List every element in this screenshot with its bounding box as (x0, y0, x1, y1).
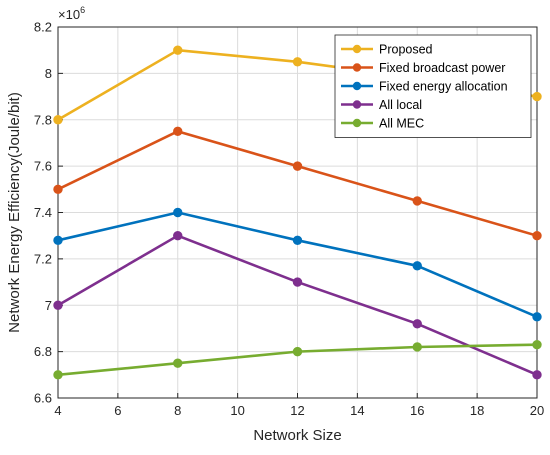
x-tick-label: 14 (350, 403, 364, 418)
axis-ticks: 4 6 8 10 12 14 16 18 20 6.6 6.8 7 7.2 7.4 7.6 7.8 8 8.2 (34, 20, 544, 419)
data-point (173, 358, 183, 368)
data-point (532, 339, 542, 350)
data-point (292, 161, 303, 171)
legend-item: All local (341, 98, 422, 112)
x-tick-label: 20 (530, 403, 544, 418)
y-tick-label: 6.8 (34, 344, 52, 359)
data-point (53, 300, 63, 310)
series-fixed-broadcast-power (53, 126, 542, 241)
y-tick-label: 7.8 (34, 112, 52, 127)
series-fixed-energy-allocation (53, 207, 542, 322)
legend-marker (352, 44, 362, 54)
legend-item: Proposed (341, 43, 433, 57)
data-point (412, 196, 422, 206)
legend-label: All local (379, 98, 422, 112)
data-point (53, 235, 63, 246)
y-tick-label: 8 (45, 66, 52, 81)
x-tick-label: 10 (230, 403, 244, 418)
legend-label: Fixed energy allocation (379, 80, 508, 94)
y-tick-label: 8.2 (34, 20, 52, 35)
series-group (53, 45, 542, 380)
x-tick-label: 16 (410, 403, 424, 418)
data-point (532, 312, 542, 322)
data-point (292, 277, 303, 287)
data-point (173, 230, 183, 241)
legend-label: Proposed (379, 43, 433, 57)
data-point (412, 342, 422, 352)
y-tick-label: 7.2 (34, 251, 52, 266)
legend: Proposed Fixed broadcast power Fixed energ… (334, 34, 532, 138)
y-tick-label: 7.4 (34, 205, 52, 220)
series-all-mec (53, 339, 542, 380)
y-tick-label: 6.6 (34, 391, 52, 406)
y-axis-exponent-label: ×106 (58, 5, 85, 22)
data-point (532, 230, 542, 241)
x-tick-label: 6 (114, 403, 121, 418)
data-point (292, 346, 303, 357)
legend-marker (352, 81, 362, 91)
legend-label: Fixed broadcast power (379, 61, 505, 75)
legend-item: Fixed broadcast power (341, 61, 505, 75)
data-point (412, 319, 422, 329)
data-point (532, 91, 542, 102)
data-point (292, 57, 303, 67)
y-tick-label: 7 (45, 298, 52, 313)
x-axis-title: Network Size (253, 427, 341, 444)
data-point (412, 261, 422, 271)
data-point (53, 115, 63, 125)
y-axis-title: Network Energy Efficiency(Joule/bit) (6, 92, 23, 333)
x-tick-label: 4 (54, 403, 61, 418)
data-point (532, 370, 542, 380)
x-tick-label: 8 (174, 403, 181, 418)
legend-label: All MEC (379, 117, 424, 131)
data-point (173, 126, 183, 137)
data-point (53, 370, 63, 380)
x-tick-label: 12 (290, 403, 304, 418)
y-tick-label: 7.6 (34, 159, 52, 174)
data-point (173, 45, 183, 55)
data-point (53, 184, 63, 195)
x-tick-label: 18 (470, 403, 484, 418)
legend-marker (352, 100, 362, 109)
data-point (173, 207, 183, 218)
series-all-local (53, 230, 542, 380)
legend-item: All MEC (341, 117, 424, 131)
legend-item: Fixed energy allocation (341, 80, 508, 94)
data-point (292, 235, 303, 246)
legend-marker (352, 63, 362, 72)
legend-marker (352, 118, 362, 128)
